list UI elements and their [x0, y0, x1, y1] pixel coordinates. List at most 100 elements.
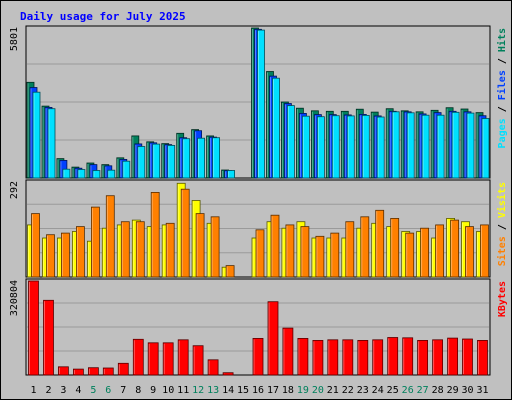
pages-bar-day-21: [331, 115, 340, 179]
pages-bar-day-8: [137, 146, 146, 179]
sites-bar-day-8: [135, 221, 145, 278]
x-tick-label-day-29: 29: [447, 385, 459, 396]
x-tick-label-day-17: 17: [267, 385, 279, 396]
sites-bar-day-14: [225, 265, 235, 278]
x-tick-label-day-31: 31: [476, 385, 488, 396]
sites-bar-day-27: [420, 227, 430, 278]
sites-bar-day-12: [195, 213, 205, 278]
legend-entry: Visits: [496, 182, 508, 218]
x-tick-label-day-30: 30: [461, 385, 473, 396]
legend-entry: Hits: [496, 28, 508, 52]
y-max-label: 5801: [9, 27, 20, 51]
x-tick-label-day-9: 9: [150, 385, 156, 396]
sites-bar-day-25: [390, 217, 400, 278]
y-max-label: 292: [9, 181, 20, 199]
x-tick-label-day-8: 8: [135, 385, 141, 396]
x-tick-label-day-19: 19: [297, 385, 309, 396]
kbytes-bar-day-31: [477, 339, 488, 376]
kbytes-bar-day-2: [43, 299, 54, 376]
panel-kbytes: 320804 KBytes: [9, 278, 508, 376]
pages-bar-day-13: [212, 137, 221, 179]
legend-entry: Pages: [497, 118, 508, 148]
kbytes-bar-day-18: [282, 327, 294, 376]
pages-bar-day-5: [92, 170, 101, 179]
x-tick-label-day-22: 22: [342, 385, 354, 396]
sites-bar-day-17: [270, 214, 280, 278]
kbytes-bar-day-1: [28, 280, 39, 376]
sites-bar-day-3: [61, 232, 70, 278]
sites-bar-day-24: [375, 209, 385, 278]
sites-bar-day-1: [31, 213, 40, 278]
sites-bar-day-11: [180, 188, 190, 278]
sites-bar-day-5: [91, 206, 100, 278]
sites-bar-day-10: [165, 222, 175, 278]
pages-bar-day-16: [257, 29, 265, 179]
sites-bar-day-31: [480, 224, 489, 278]
sites-bar-day-18: [285, 224, 295, 278]
pages-bar-day-20: [316, 116, 325, 179]
x-tick-label-day-28: 28: [432, 385, 444, 396]
chart-title: Daily usage for July 2025: [20, 10, 186, 23]
pages-bar-day-27: [421, 114, 430, 179]
panel-visits-sites: 292 Sites / Visits: [9, 179, 508, 278]
x-tick-label-day-7: 7: [120, 385, 126, 396]
pages-bar-day-17: [272, 77, 280, 179]
kbytes-bar-day-27: [417, 339, 429, 376]
sites-bar-day-2: [46, 234, 55, 278]
sites-bar-day-19: [300, 226, 310, 278]
kbytes-bar-day-23: [357, 339, 369, 376]
panel-legend: Sites / Visits: [496, 182, 508, 266]
x-tick-label-day-23: 23: [357, 385, 369, 396]
panel-legend: Pages / Files / Hits: [496, 28, 508, 148]
sites-bar-day-4: [76, 226, 85, 278]
pages-bar-day-9: [152, 143, 161, 179]
pages-bar-day-18: [286, 105, 295, 179]
x-tick-label-day-3: 3: [60, 385, 66, 396]
sites-bar-day-21: [330, 232, 340, 278]
x-tick-label-day-11: 11: [177, 385, 189, 396]
kbytes-bar-day-25: [387, 337, 399, 376]
pages-bar-day-4: [77, 169, 86, 179]
kbytes-bar-day-8: [132, 338, 144, 376]
kbytes-bar-day-11: [177, 339, 189, 376]
legend-entry: Files: [496, 70, 508, 100]
kbytes-bar-day-10: [162, 342, 174, 376]
x-tick-label-day-2: 2: [45, 385, 51, 396]
panel-legend: KBytes: [497, 281, 508, 317]
sites-bar-day-22: [345, 221, 355, 278]
kbytes-bar-day-21: [327, 339, 339, 376]
sites-bar-day-26: [405, 232, 415, 278]
pages-bar-day-3: [62, 168, 71, 179]
x-tick-label-day-24: 24: [372, 385, 384, 396]
kbytes-bar-day-6: [102, 367, 114, 376]
pages-bar-day-25: [391, 111, 400, 179]
sites-bar-day-7: [120, 221, 130, 278]
x-axis-day-labels: 1 2 3 4 5 6 7 8 9 10 11 12 13 14 15 16 17 18 19 20 21 22 23 24 2…: [30, 385, 488, 396]
x-tick-label-day-14: 14: [222, 385, 234, 396]
pages-bar-day-30: [466, 112, 475, 179]
x-tick-label-day-10: 10: [162, 385, 174, 396]
legend-entry: /: [497, 100, 508, 118]
kbytes-bar-day-9: [147, 342, 159, 376]
pages-bar-day-23: [361, 115, 370, 179]
legend-entry: Sites: [496, 236, 508, 266]
kbytes-bar-day-28: [432, 339, 444, 376]
pages-bar-day-28: [436, 114, 445, 179]
x-tick-label-day-27: 27: [417, 385, 429, 396]
kbytes-bar-day-26: [402, 337, 414, 376]
pages-bar-day-14: [227, 170, 236, 179]
pages-bar-day-7: [122, 160, 131, 179]
x-tick-label-day-12: 12: [192, 385, 204, 396]
pages-bar-day-26: [406, 112, 415, 179]
pages-bar-day-22: [346, 115, 355, 179]
x-tick-label-day-16: 16: [252, 385, 264, 396]
x-tick-label-day-5: 5: [90, 385, 96, 396]
pages-bar-day-10: [167, 144, 176, 179]
pages-bar-day-24: [376, 116, 385, 179]
kbytes-bar-day-7: [117, 362, 129, 376]
x-tick-label-day-1: 1: [30, 385, 36, 396]
pages-bar-day-11: [182, 138, 191, 179]
pages-bar-day-2: [47, 108, 56, 179]
x-tick-label-day-21: 21: [327, 385, 339, 396]
